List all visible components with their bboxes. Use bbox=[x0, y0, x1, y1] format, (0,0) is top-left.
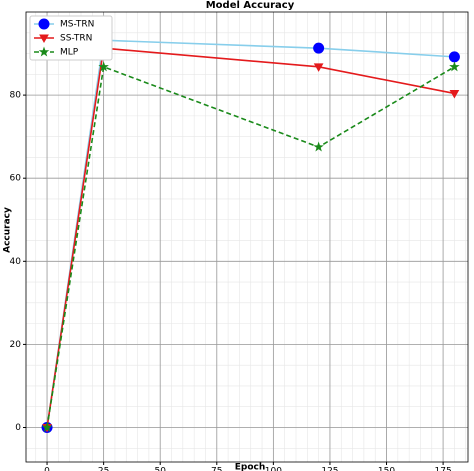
y-tick-label: 80 bbox=[10, 91, 22, 101]
series-line bbox=[46, 65, 455, 428]
marker bbox=[98, 61, 109, 72]
legend-label: SS-TRN bbox=[60, 34, 92, 44]
y-axis-label: Accuracy bbox=[3, 207, 13, 253]
legend-marker bbox=[38, 18, 50, 30]
x-tick-label: 175 bbox=[435, 467, 452, 471]
x-tick-label: 50 bbox=[154, 467, 166, 471]
legend-box bbox=[29, 15, 113, 61]
marker bbox=[313, 42, 325, 54]
marker bbox=[313, 141, 324, 152]
y-tick-label: 0 bbox=[15, 423, 21, 433]
x-tick-label: 25 bbox=[98, 467, 109, 471]
legend-marker bbox=[39, 34, 49, 44]
series-line bbox=[46, 47, 455, 428]
x-axis-label: Epoch bbox=[235, 463, 266, 471]
marker bbox=[41, 421, 53, 432]
y-tick-label: 20 bbox=[10, 340, 22, 350]
legend-label: MS-TRN bbox=[60, 20, 94, 30]
x-tick-label: 150 bbox=[378, 467, 395, 471]
plot-frame bbox=[25, 11, 469, 463]
chart-title: Model Accuracy bbox=[206, 0, 295, 11]
marker bbox=[449, 89, 460, 99]
legend-label: MLP bbox=[60, 48, 79, 58]
marker bbox=[448, 51, 460, 63]
marker bbox=[449, 61, 460, 72]
x-tick-label: 75 bbox=[211, 467, 222, 471]
x-tick-label: 100 bbox=[265, 467, 282, 471]
x-tick-label: 125 bbox=[321, 467, 338, 471]
legend-marker bbox=[38, 46, 50, 57]
marker bbox=[313, 63, 324, 72]
y-tick-label: 60 bbox=[10, 174, 22, 184]
y-tick-label: 40 bbox=[10, 257, 22, 267]
x-tick-label: 0 bbox=[44, 467, 50, 471]
